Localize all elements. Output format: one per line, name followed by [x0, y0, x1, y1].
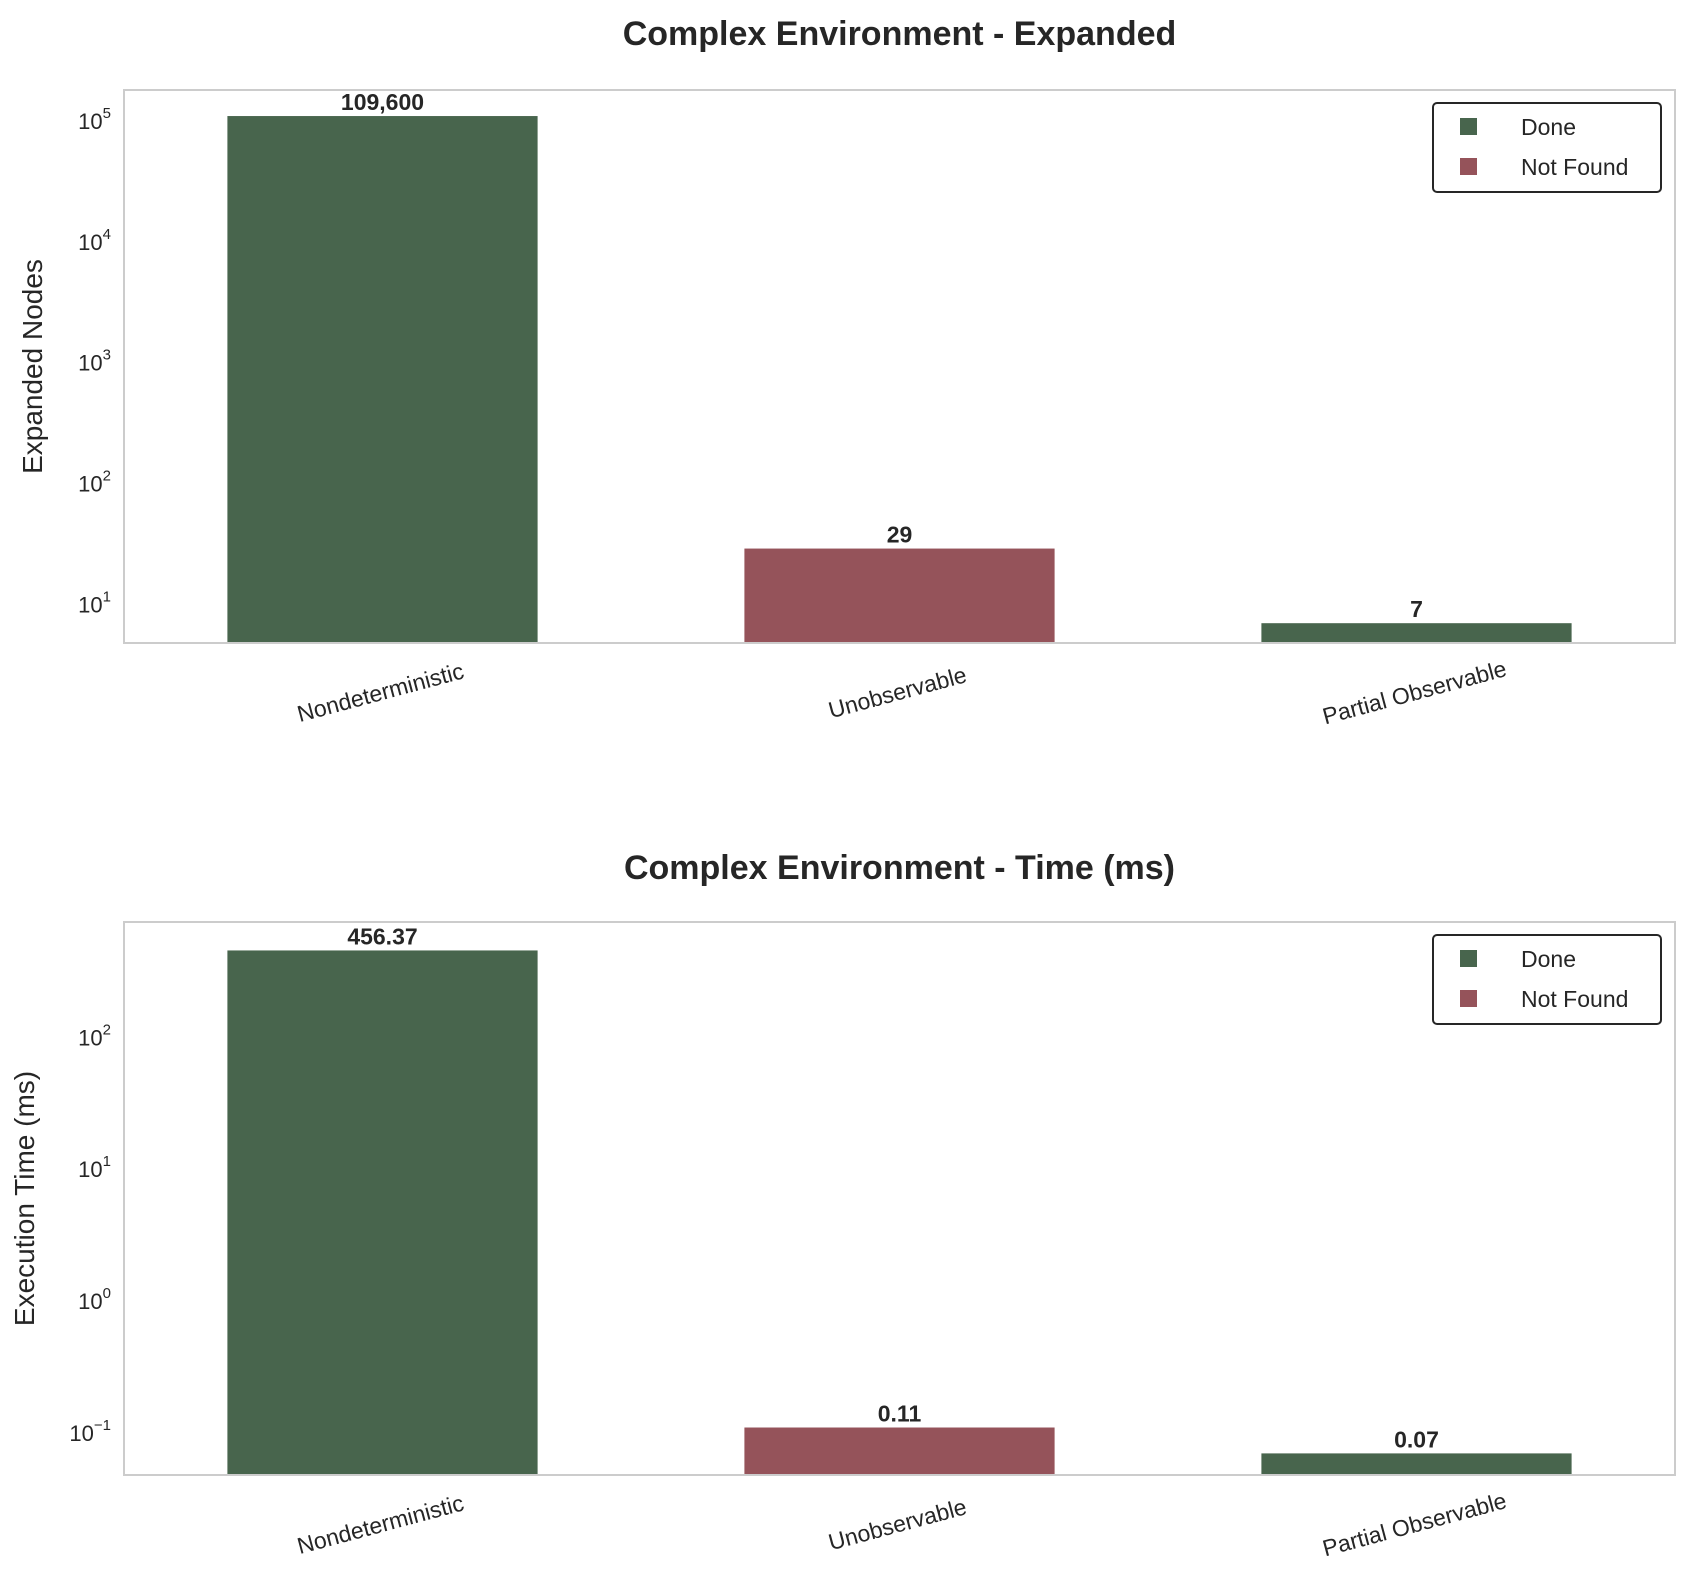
y-tick-label: 102	[78, 468, 111, 497]
legend-label: Not Found	[1521, 154, 1628, 180]
y-tick-label: 102	[78, 1021, 111, 1050]
chart-title: Complex Environment - Expanded	[623, 15, 1177, 53]
chart-title: Complex Environment - Time (ms)	[624, 849, 1175, 887]
bar-value-label: 456.37	[347, 923, 417, 949]
x-tick-label: Unobservable	[826, 1493, 970, 1555]
legend-label: Done	[1521, 946, 1576, 972]
bar-value-label: 0.07	[1394, 1426, 1439, 1452]
bar-unobservable	[744, 1427, 1055, 1475]
x-tick-label: Unobservable	[826, 661, 970, 723]
bar-value-label: 0.11	[878, 1401, 922, 1427]
legend-label: Done	[1521, 114, 1576, 140]
legend: Done Not Found	[1432, 934, 1662, 1025]
x-tick-label: Nondeterministic	[294, 658, 466, 727]
y-tick-label: 100	[78, 1285, 111, 1314]
bar-nondeterministic	[227, 116, 538, 644]
legend-marker-done	[1460, 118, 1477, 135]
legend-marker-not-found	[1460, 158, 1477, 175]
y-tick-label: 10−1	[69, 1417, 111, 1446]
y-tick-label: 103	[78, 347, 111, 376]
bar-value-label: 7	[1410, 596, 1423, 622]
y-axis-label: Expanded Nodes	[17, 259, 48, 474]
bar-nondeterministic	[227, 950, 538, 1475]
bar-unobservable	[744, 548, 1055, 643]
y-tick-label: 101	[78, 1153, 111, 1182]
axes-frame	[123, 921, 1676, 1476]
legend-box	[1432, 934, 1662, 1025]
x-tick-label: Nondeterministic	[294, 1490, 466, 1559]
x-tick-label: Partial Observable	[1320, 1487, 1509, 1561]
legend-marker-done	[1460, 950, 1477, 967]
legend-label: Not Found	[1521, 986, 1628, 1012]
y-tick-label: 105	[78, 105, 111, 134]
legend: Done Not Found	[1432, 102, 1662, 193]
axes-frame	[123, 89, 1676, 644]
y-axis-label: Execution Time (ms)	[9, 1071, 40, 1326]
bar-partial-observable	[1261, 1453, 1572, 1475]
subplot-1: Complex Environment - Expanded Expanded N…	[17, 15, 1676, 729]
x-tick-label: Partial Observable	[1320, 655, 1509, 729]
y-tick-label: 101	[78, 588, 111, 617]
legend-marker-not-found	[1460, 990, 1477, 1007]
bar-value-label: 29	[887, 522, 913, 548]
bar-value-label: 109,600	[341, 89, 424, 115]
bar-partial-observable	[1261, 623, 1572, 643]
legend-box	[1432, 102, 1662, 193]
subplot-2: Complex Environment - Time (ms) Execution…	[9, 849, 1676, 1561]
y-tick-label: 104	[78, 226, 111, 255]
